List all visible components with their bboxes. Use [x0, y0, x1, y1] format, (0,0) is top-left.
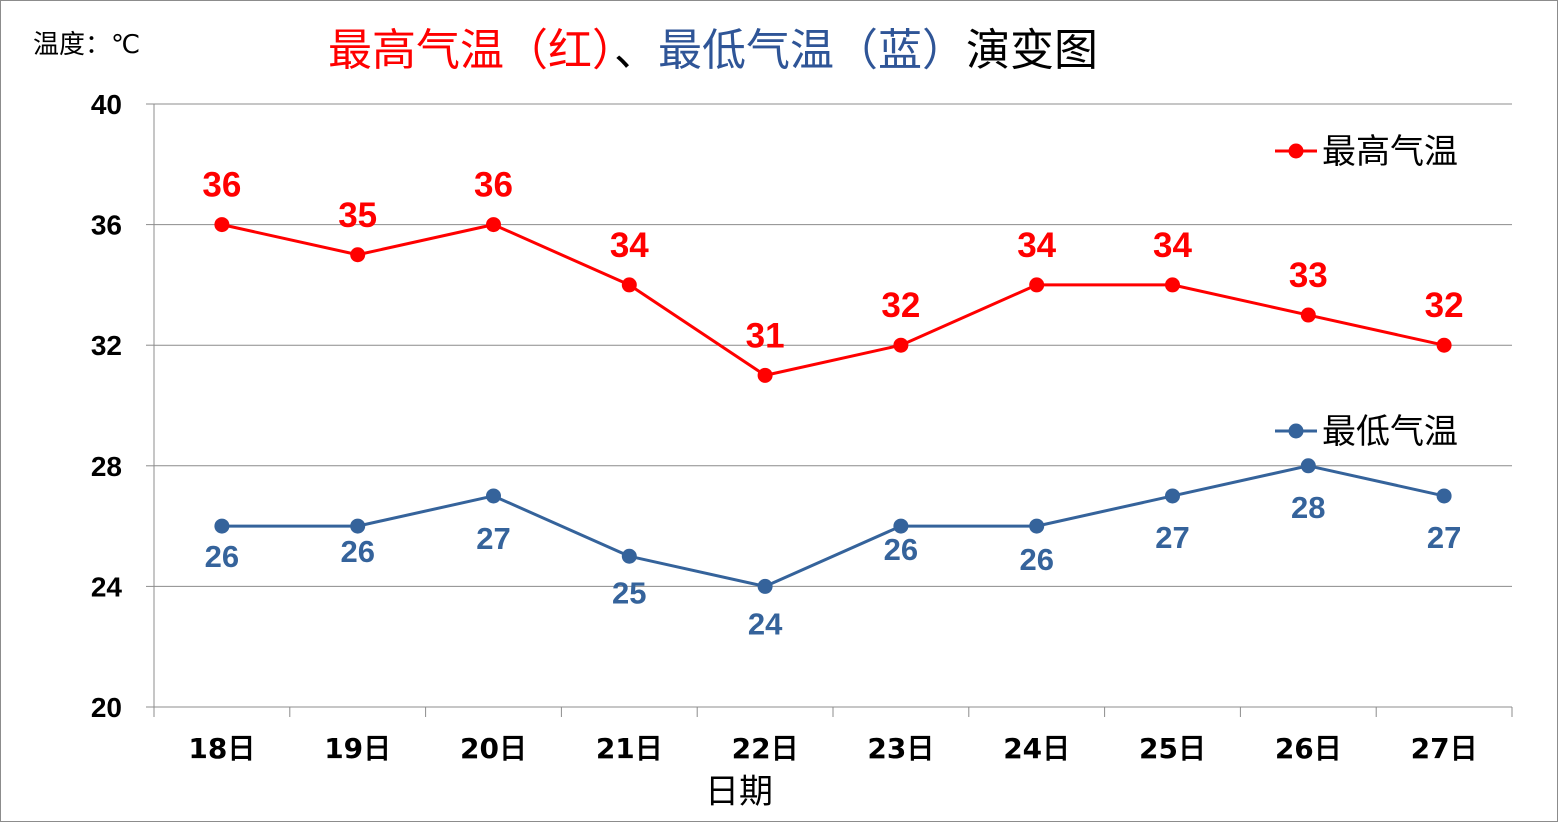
- data-label: 27: [1155, 520, 1189, 555]
- data-point: [350, 518, 366, 534]
- y-tick-label: 24: [91, 571, 123, 602]
- chart-title-part: 最低气温（蓝）: [658, 25, 966, 76]
- data-label: 27: [476, 521, 510, 556]
- data-label: 28: [1291, 490, 1325, 525]
- data-point: [486, 217, 501, 233]
- data-label: 31: [746, 316, 785, 355]
- data-label: 25: [612, 575, 646, 610]
- chart-title: 最高气温（红）、最低气温（蓝）演变图: [328, 25, 1098, 76]
- legend-swatch-marker: [1288, 423, 1304, 439]
- x-tick-label: 26日: [1275, 732, 1342, 765]
- data-point: [757, 367, 773, 383]
- x-tick-label: 22日: [732, 732, 799, 765]
- chart-title-part: 最高气温（红）: [328, 25, 614, 76]
- x-tick-label: 25日: [1139, 732, 1206, 765]
- y-tick-label: 20: [91, 692, 122, 723]
- data-point: [214, 518, 230, 534]
- data-point: [757, 578, 773, 594]
- data-label: 33: [1289, 256, 1328, 295]
- data-point: [1300, 458, 1316, 474]
- series-line: [221, 464, 1445, 588]
- gridlines: [154, 103, 1512, 587]
- legend-item: 最低气温: [1275, 412, 1458, 452]
- chart-title-part: 、: [614, 25, 658, 76]
- x-tick-label: 19日: [324, 732, 391, 765]
- series-high: 36 35 36 34 31 32 34 34 33 32: [202, 166, 1464, 383]
- data-point: [893, 518, 909, 534]
- data-label: 24: [748, 606, 783, 641]
- x-tick-label: 24日: [1003, 732, 1070, 765]
- y-tick-label: 40: [91, 89, 122, 120]
- data-label: 26: [884, 532, 918, 567]
- data-label: 32: [881, 286, 920, 325]
- data-label: 34: [1017, 226, 1056, 265]
- axes: 20 24 28 32 36 40 18日 19日 20日 21日 22日 23日 24日 25日 26日 2…: [91, 89, 1513, 765]
- data-point: [1029, 518, 1045, 534]
- data-label: 36: [202, 166, 241, 205]
- data-label: 27: [1427, 520, 1461, 555]
- series-layer: 36 35 36 34 31 32 34 34 33 32 26 26 27 25 24 26 26 27 28 27: [202, 166, 1463, 642]
- x-tick-label: 20日: [460, 732, 527, 765]
- data-point: [1436, 488, 1452, 504]
- data-label: 34: [610, 226, 649, 265]
- data-label: 32: [1425, 286, 1464, 325]
- data-label: 26: [340, 534, 374, 569]
- data-point: [350, 247, 366, 263]
- legend-label: 最高气温: [1322, 132, 1458, 172]
- series-low: 26 26 27 25 24 26 26 27 28 27: [205, 458, 1461, 641]
- data-point: [621, 277, 637, 293]
- x-tick-label: 23日: [867, 732, 934, 765]
- chart-title-part: 演变图: [966, 25, 1098, 76]
- data-point: [1300, 307, 1316, 323]
- x-axis-title: 日期: [705, 772, 773, 812]
- series-line: [221, 223, 1445, 377]
- data-point: [1436, 337, 1452, 353]
- data-point: [1165, 277, 1180, 293]
- data-label: 34: [1153, 226, 1192, 265]
- y-tick-label: 36: [91, 210, 122, 241]
- data-point: [893, 337, 909, 353]
- data-point: [1165, 488, 1180, 504]
- data-point: [1029, 277, 1045, 293]
- data-point: [486, 488, 501, 504]
- y-unit-label: 温度：℃: [33, 30, 140, 60]
- data-point: [621, 548, 637, 564]
- data-label: 36: [474, 166, 513, 205]
- x-tick-label: 21日: [596, 732, 663, 765]
- legend-label: 最低气温: [1322, 412, 1458, 452]
- legend-swatch-marker: [1288, 143, 1304, 159]
- data-label: 26: [205, 539, 239, 574]
- y-tick-label: 28: [91, 451, 122, 482]
- legend-item: 最高气温: [1275, 132, 1458, 172]
- data-point: [214, 217, 230, 233]
- x-tick-label: 27日: [1411, 732, 1478, 765]
- data-label: 35: [338, 196, 377, 235]
- y-tick-label: 32: [91, 330, 122, 361]
- x-tick-label: 18日: [188, 732, 255, 765]
- data-label: 26: [1019, 542, 1053, 577]
